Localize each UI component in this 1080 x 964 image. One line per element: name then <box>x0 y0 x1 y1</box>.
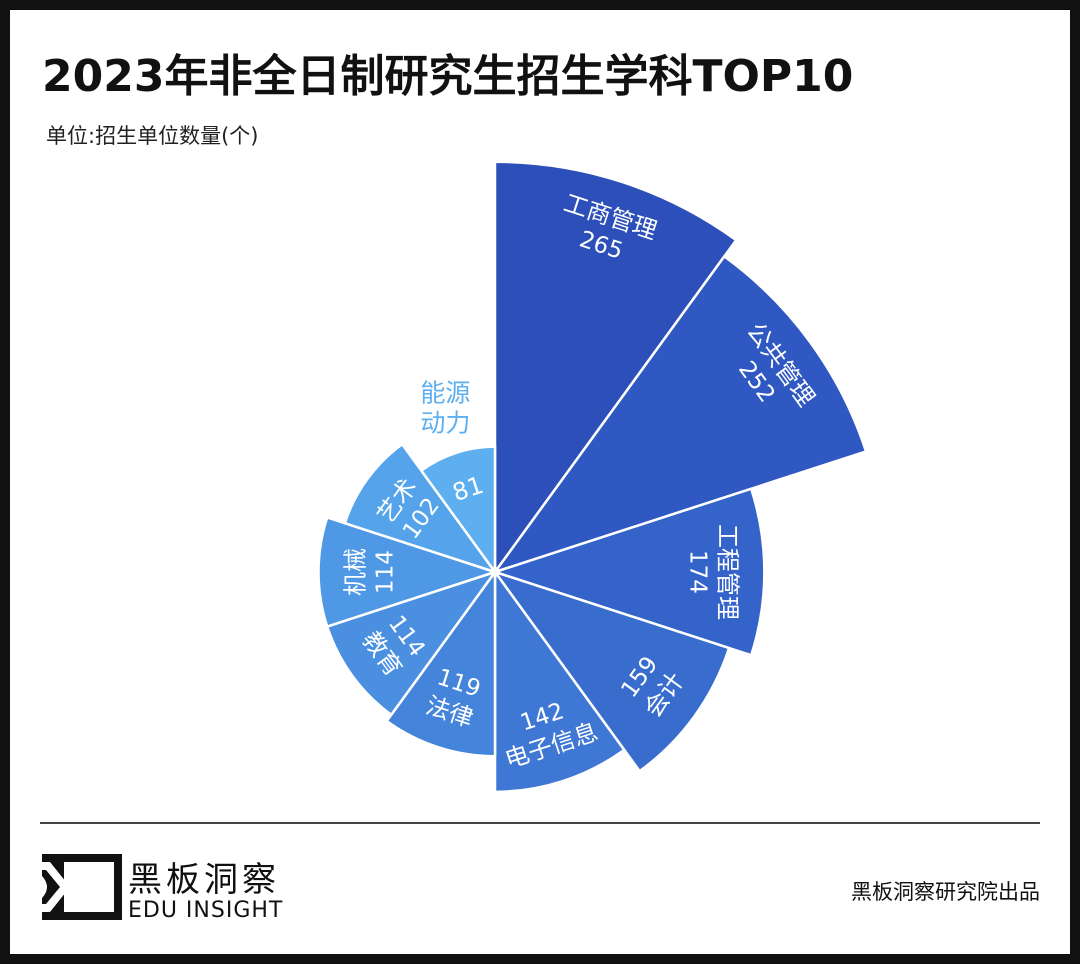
sector-法律 <box>384 568 497 758</box>
value-label: 114 <box>373 550 399 594</box>
sector-工商管理 <box>493 160 738 576</box>
sector-艺术 <box>343 442 499 575</box>
edu-insight-logo-icon <box>42 854 122 920</box>
divider <box>40 822 1040 824</box>
sector-公共管理 <box>491 254 868 575</box>
rose-chart: 工商管理265公共管理252工程管理174会计159电子信息142法律119教育… <box>317 160 868 794</box>
category-label: 能源 <box>420 379 470 408</box>
category-label: 机械 <box>342 548 370 596</box>
center-dot <box>490 567 500 577</box>
value-label: 174 <box>684 550 710 594</box>
credit-text: 黑板洞察研究院出品 <box>851 880 1040 904</box>
logo-text-en: EDU INSIGHT <box>128 898 284 923</box>
category-label: 动力 <box>420 409 470 438</box>
logo-text-cn: 黑板洞察 <box>128 860 280 900</box>
unit-label: 单位:招生单位数量(个) <box>46 124 259 148</box>
sector-电子信息 <box>493 568 626 794</box>
sector-能源动力 <box>419 445 497 576</box>
sector-机械 <box>317 515 500 629</box>
sector-教育 <box>325 569 499 717</box>
sector-工程管理 <box>490 487 766 657</box>
infographic: 2023年非全日制研究生招生学科TOP10 单位:招生单位数量(个) 工商管理 2… <box>10 10 1070 954</box>
page-title: 2023年非全日制研究生招生学科TOP10 <box>42 51 854 102</box>
sector-会计 <box>491 569 731 773</box>
category-label: 工程管理 <box>713 524 741 620</box>
